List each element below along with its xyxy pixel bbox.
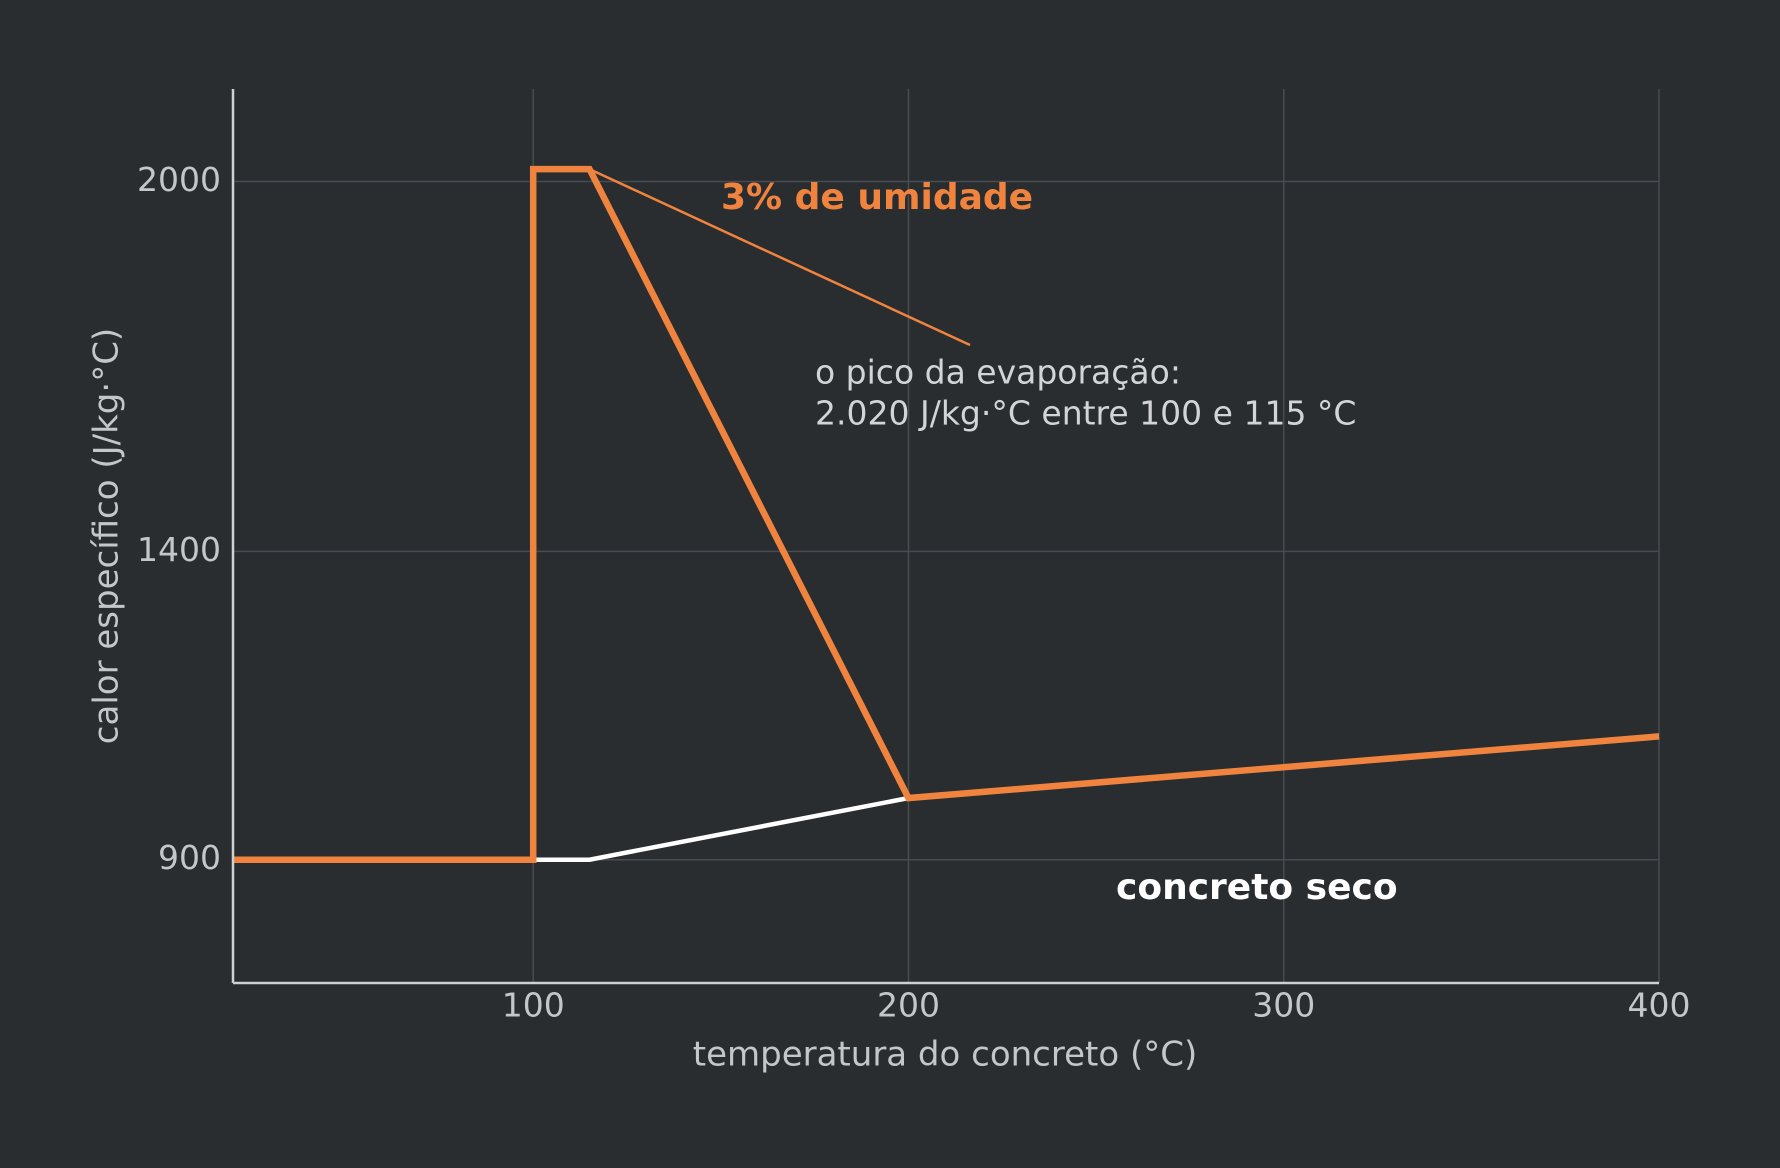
y-tick-label: 1400: [137, 530, 221, 569]
y-axis-title: calor específico (J/kg·°C): [87, 328, 127, 744]
x-tick-label: 100: [502, 986, 565, 1025]
series-label: concreto seco: [1116, 867, 1398, 908]
series-label: 3% de umidade: [721, 177, 1033, 218]
series-line: [233, 165, 1660, 863]
y-tick-label: 900: [158, 838, 221, 877]
y-tick-label: 2000: [137, 160, 221, 199]
x-tick-label: 300: [1252, 986, 1315, 1025]
x-tick-label: 400: [1628, 986, 1691, 1025]
annotation-text: 2.020 J/kg·°C entre 100 e 115 °C: [815, 394, 1356, 433]
annotation-text: o pico da evaporação:: [815, 353, 1181, 392]
plot-lines: [233, 165, 1660, 863]
x-axis-title: temperatura do concreto (°C): [693, 1035, 1197, 1075]
x-tick-label: 200: [877, 986, 940, 1025]
annotation-leader: [588, 168, 971, 347]
